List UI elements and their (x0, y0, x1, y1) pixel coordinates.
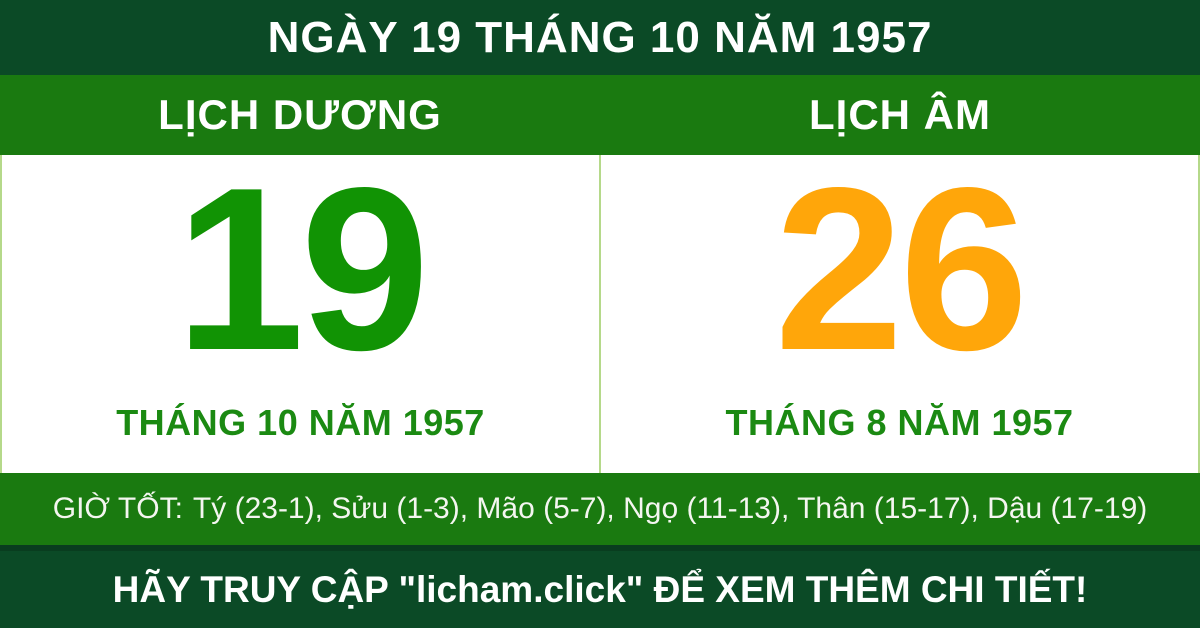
calendar-type-band: LỊCH DƯƠNG LỊCH ÂM (0, 75, 1200, 155)
lunar-day-number: 26 (774, 140, 1028, 399)
calendar-panels: 19 THÁNG 10 NĂM 1957 26 THÁNG 8 NĂM 1957 (0, 140, 1200, 473)
solar-day-number: 19 (175, 140, 429, 399)
solar-month-year: THÁNG 10 NĂM 1957 (116, 402, 485, 443)
panel-divider (599, 155, 601, 473)
good-hours-label: GIỜ TỐT: (52, 492, 183, 525)
lunar-month-year: THÁNG 8 NĂM 1957 (725, 402, 1074, 443)
good-hours-list: Tý (23-1), Sửu (1-3), Mão (5-7), Ngọ (11… (192, 492, 1148, 525)
date-header-bar: NGÀY 19 THÁNG 10 NĂM 1957 (0, 0, 1200, 75)
solar-panel: 19 THÁNG 10 NĂM 1957 (2, 140, 599, 473)
page-title: NGÀY 19 THÁNG 10 NĂM 1957 (267, 12, 933, 62)
lunar-calendar-label: LỊCH ÂM (809, 91, 991, 138)
solar-calendar-label: LỊCH DƯƠNG (158, 91, 442, 138)
good-hours-bar: GIỜ TỐT: Tý (23-1), Sửu (1-3), Mão (5-7),… (0, 473, 1200, 545)
footer-banner: HÃY TRUY CẬP "licham.click" ĐỂ XEM THÊM … (0, 545, 1200, 628)
footer-message: HÃY TRUY CẬP "licham.click" ĐỂ XEM THÊM … (112, 569, 1088, 610)
lunar-panel: 26 THÁNG 8 NĂM 1957 (601, 140, 1198, 473)
